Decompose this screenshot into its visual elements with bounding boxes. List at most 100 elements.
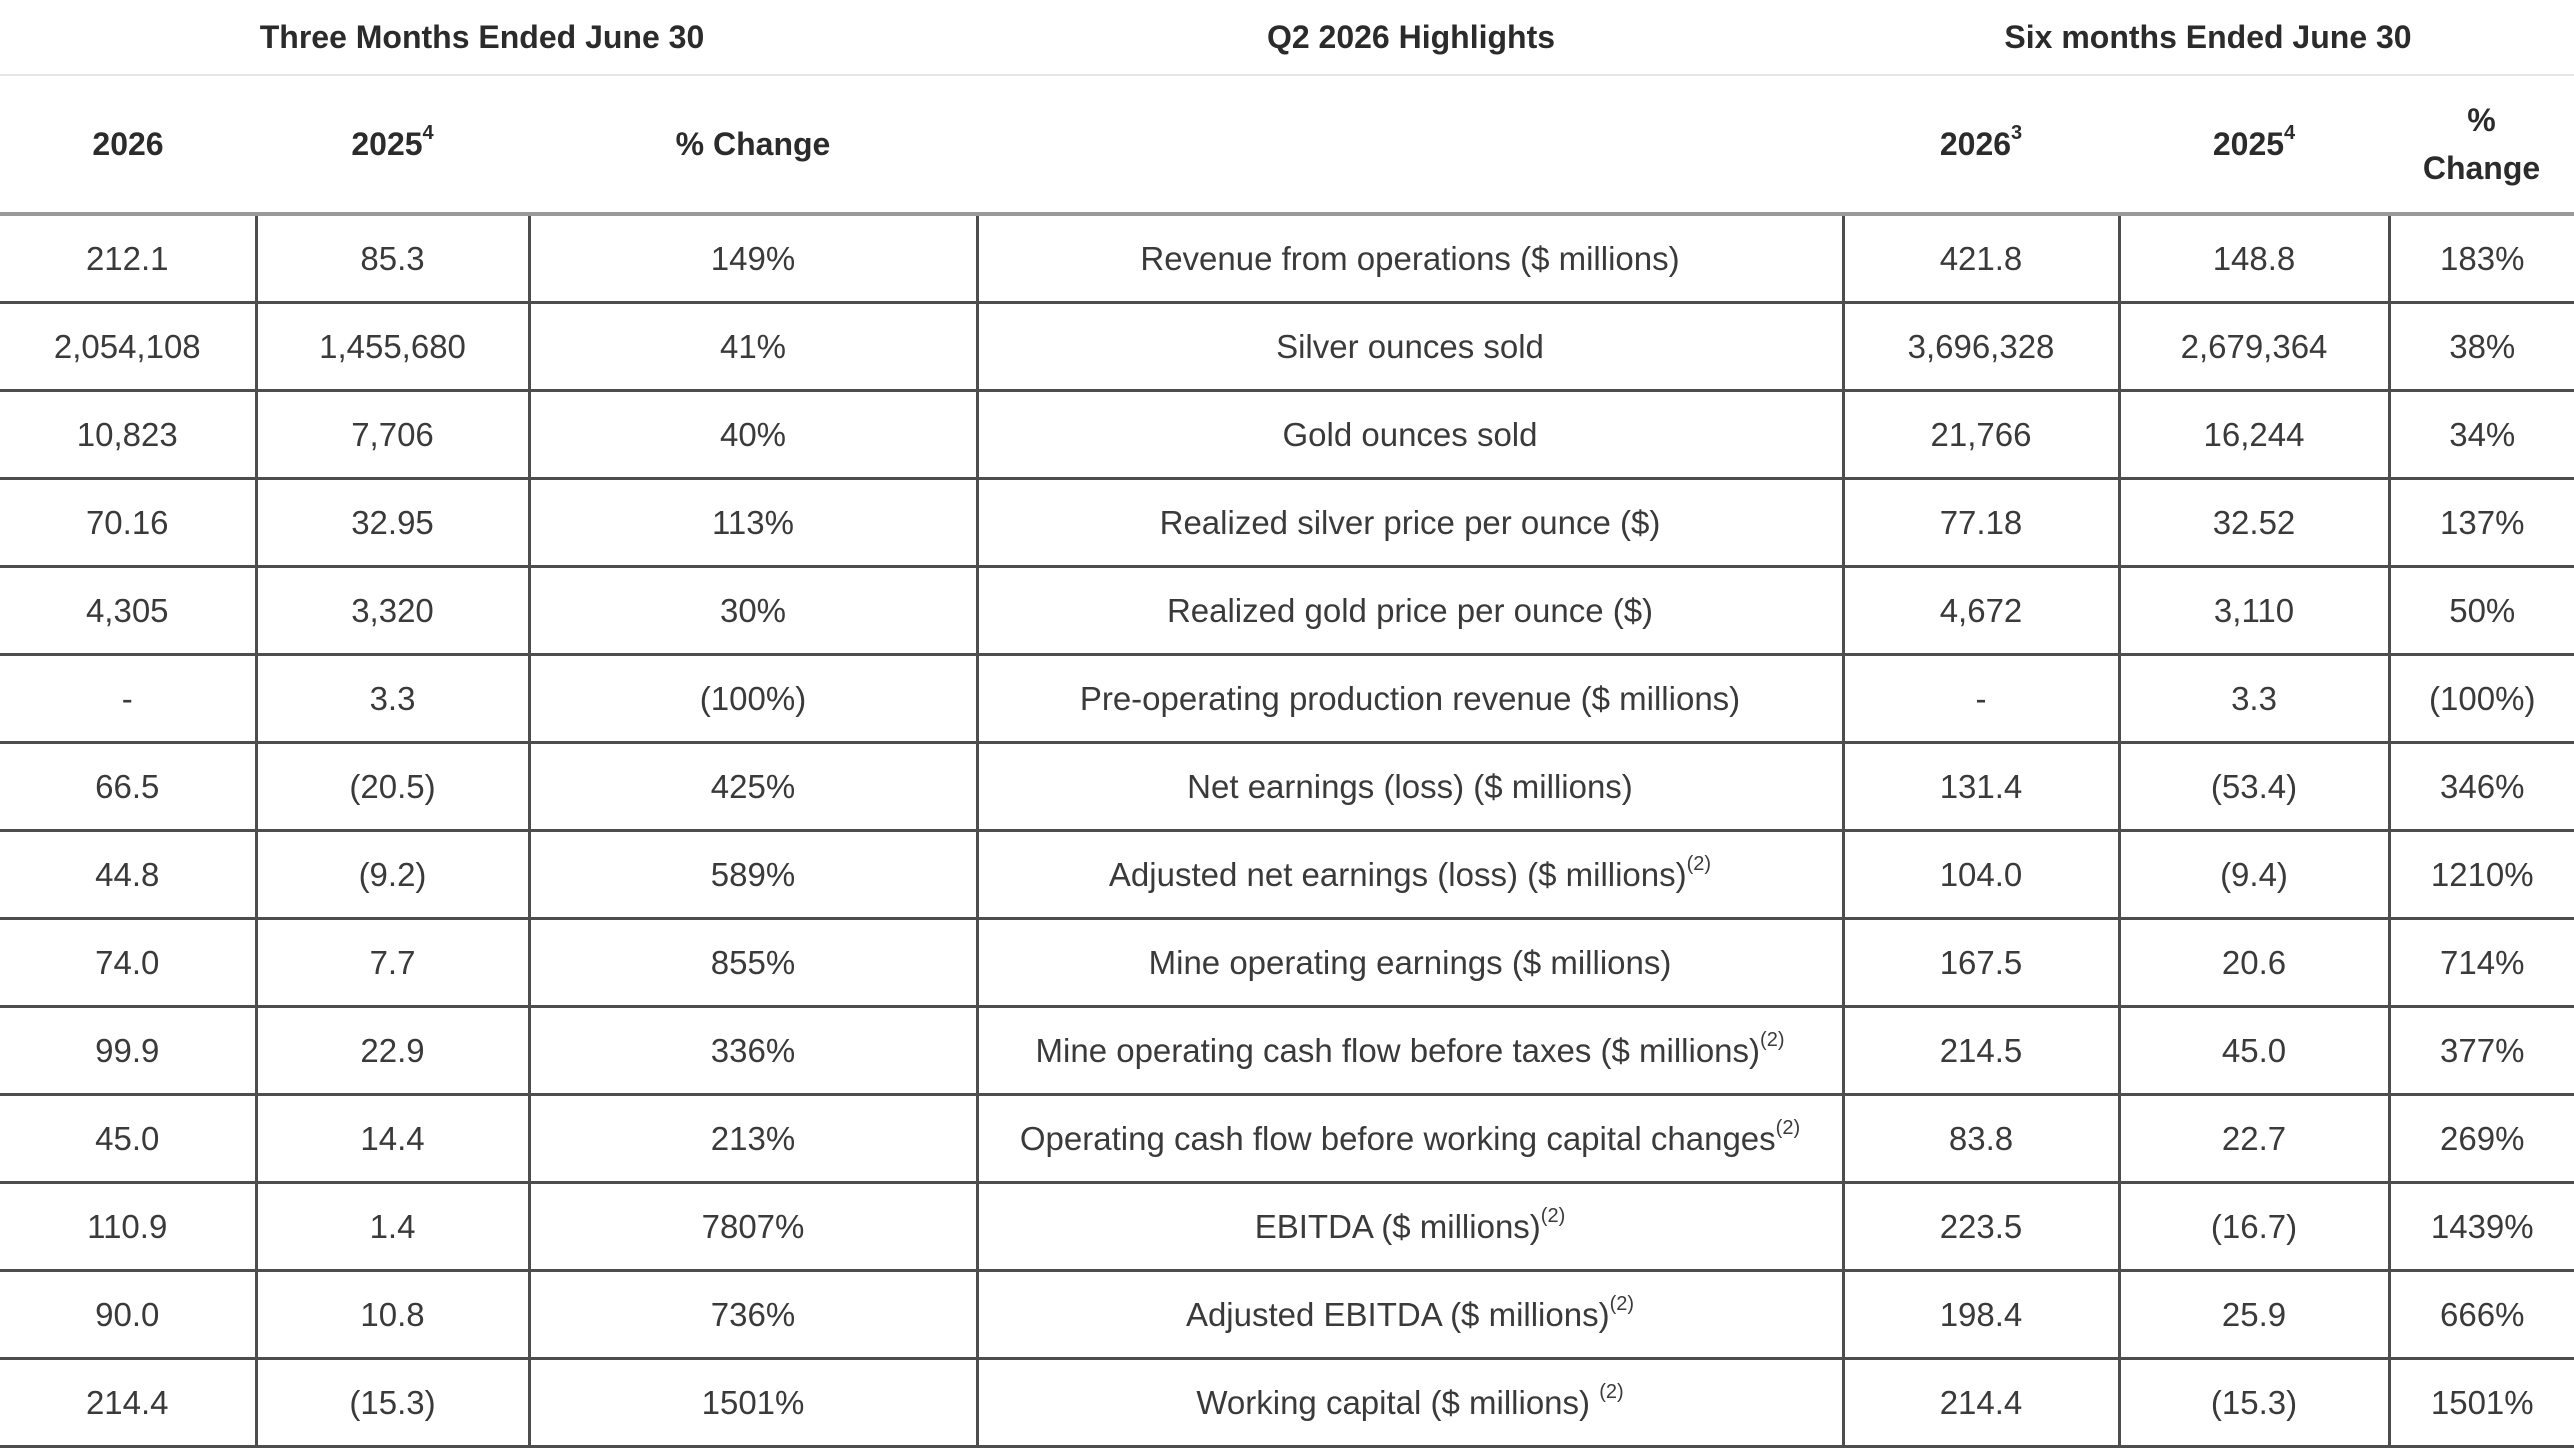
cell-h-2026: 104.0 bbox=[1841, 830, 2119, 920]
cell-q-2026: 2,054,108 bbox=[0, 302, 256, 392]
footnote-marker: (2) bbox=[1599, 1380, 1624, 1403]
cell-metric: Pre-operating production revenue ($ mill… bbox=[975, 654, 1843, 744]
cell-h-2025: 3.3 bbox=[2117, 654, 2389, 744]
cell-q-2025: (15.3) bbox=[254, 1358, 529, 1448]
cell-q-2026: 44.8 bbox=[0, 830, 256, 920]
cell-h-2026: 77.18 bbox=[1841, 478, 2119, 568]
cell-metric: Silver ounces sold bbox=[975, 302, 1843, 392]
cell-h-2025: (53.4) bbox=[2117, 742, 2389, 832]
cell-q-2025: (9.2) bbox=[254, 830, 529, 920]
cell-h-change: 38% bbox=[2387, 302, 2574, 392]
cell-metric: EBITDA ($ millions)(2) bbox=[975, 1182, 1843, 1272]
cell-h-2026: 421.8 bbox=[1841, 214, 2119, 304]
cell-h-2026: 131.4 bbox=[1841, 742, 2119, 832]
cell-q-change: 113% bbox=[527, 478, 977, 568]
table-row: 4,305 3,320 30% Realized gold price per oun… bbox=[0, 566, 2574, 656]
cell-q-change: 30% bbox=[527, 566, 977, 656]
cell-metric: Gold ounces sold bbox=[975, 390, 1843, 480]
highlights-group-title: Q2 2026 Highlights bbox=[1266, 19, 1556, 55]
cell-q-change: 41% bbox=[527, 302, 977, 392]
cell-q-change: 213% bbox=[527, 1094, 977, 1184]
cell-q-change: 736% bbox=[527, 1270, 977, 1360]
cell-q-2025: 1,455,680 bbox=[254, 302, 529, 392]
cell-h-2026: 198.4 bbox=[1841, 1270, 2119, 1360]
highlights-table: 2026 20254 % Change 20263 20254 % Change … bbox=[0, 76, 2574, 1448]
cell-h-2026: 167.5 bbox=[1841, 918, 2119, 1008]
cell-q-change: 149% bbox=[527, 214, 977, 304]
cell-metric: Adjusted EBITDA ($ millions)(2) bbox=[975, 1270, 1843, 1360]
col-header-q-2025: 20254 bbox=[256, 76, 529, 216]
cell-h-change: 377% bbox=[2387, 1006, 2574, 1096]
cell-metric: Net earnings (loss) ($ millions) bbox=[975, 742, 1843, 832]
cell-q-2026: 74.0 bbox=[0, 918, 256, 1008]
table-row: 45.0 14.4 213% Operating cash flow before w… bbox=[0, 1094, 2574, 1184]
cell-q-2026: 212.1 bbox=[0, 214, 256, 304]
cell-h-2026: 21,766 bbox=[1841, 390, 2119, 480]
cell-h-2026: 4,672 bbox=[1841, 566, 2119, 656]
cell-q-2025: 3.3 bbox=[254, 654, 529, 744]
cell-h-2026: 83.8 bbox=[1841, 1094, 2119, 1184]
cell-q-2026: 90.0 bbox=[0, 1270, 256, 1360]
cell-metric: Mine operating cash flow before taxes ($… bbox=[975, 1006, 1843, 1096]
cell-h-2025: 22.7 bbox=[2117, 1094, 2389, 1184]
cell-q-2026: 110.9 bbox=[0, 1182, 256, 1272]
cell-q-2026: 214.4 bbox=[0, 1358, 256, 1448]
cell-q-2025: 3,320 bbox=[254, 566, 529, 656]
cell-q-2025: 1.4 bbox=[254, 1182, 529, 1272]
cell-q-2026: 4,305 bbox=[0, 566, 256, 656]
table-row: 74.0 7.7 855% Mine operating earnings ($ mi… bbox=[0, 918, 2574, 1008]
cell-h-change: (100%) bbox=[2387, 654, 2574, 744]
footnote-marker: (2) bbox=[1540, 1204, 1566, 1227]
col-header-metric bbox=[977, 76, 1843, 216]
cell-h-2025: 20.6 bbox=[2117, 918, 2389, 1008]
cell-h-2025: (9.4) bbox=[2117, 830, 2389, 920]
table-row: 90.0 10.8 736% Adjusted EBITDA ($ millions)… bbox=[0, 1270, 2574, 1360]
cell-q-change: (100%) bbox=[527, 654, 977, 744]
table-row: 10,823 7,706 40% Gold ounces sold 21,766 16,2… bbox=[0, 390, 2574, 480]
col-header-h-change: % Change bbox=[2389, 76, 2574, 216]
cell-q-change: 855% bbox=[527, 918, 977, 1008]
cell-q-2026: 45.0 bbox=[0, 1094, 256, 1184]
column-header-row: 2026 20254 % Change 20263 20254 % Change bbox=[0, 76, 2574, 216]
cell-metric: Operating cash flow before working capit… bbox=[975, 1094, 1843, 1184]
cell-q-2025: (20.5) bbox=[254, 742, 529, 832]
cell-metric: Adjusted net earnings (loss) ($ millions… bbox=[975, 830, 1843, 920]
cell-metric: Realized gold price per ounce ($) bbox=[975, 566, 1843, 656]
cell-h-change: 714% bbox=[2387, 918, 2574, 1008]
footnote-marker: (2) bbox=[1760, 1028, 1785, 1051]
cell-h-2025: 32.52 bbox=[2117, 478, 2389, 568]
cell-metric: Revenue from operations ($ millions) bbox=[975, 214, 1843, 304]
cell-h-change: 50% bbox=[2387, 566, 2574, 656]
cell-h-change: 1210% bbox=[2387, 830, 2574, 920]
cell-h-2025: 45.0 bbox=[2117, 1006, 2389, 1096]
cell-h-change: 183% bbox=[2387, 214, 2574, 304]
cell-q-change: 7807% bbox=[527, 1182, 977, 1272]
table-row: 99.9 22.9 336% Mine operating cash flow bef… bbox=[0, 1006, 2574, 1096]
three-months-group-title: Three Months Ended June 30 bbox=[259, 19, 705, 55]
cell-h-2026: 214.4 bbox=[1841, 1358, 2119, 1448]
cell-h-change: 34% bbox=[2387, 390, 2574, 480]
cell-h-change: 1439% bbox=[2387, 1182, 2574, 1272]
cell-q-2025: 85.3 bbox=[254, 214, 529, 304]
cell-h-2026: 214.5 bbox=[1841, 1006, 2119, 1096]
cell-h-2026: 223.5 bbox=[1841, 1182, 2119, 1272]
cell-h-2025: 2,679,364 bbox=[2117, 302, 2389, 392]
cell-h-2025: 3,110 bbox=[2117, 566, 2389, 656]
cell-q-2026: 66.5 bbox=[0, 742, 256, 832]
cell-q-2026: 10,823 bbox=[0, 390, 256, 480]
table-row: 44.8 (9.2) 589% Adjusted net earnings (loss… bbox=[0, 830, 2574, 920]
table-row: 110.9 1.4 7807% EBITDA ($ millions)(2) 223.5… bbox=[0, 1182, 2574, 1272]
cell-h-2025: 16,244 bbox=[2117, 390, 2389, 480]
table-row: 2,054,108 1,455,680 41% Silver ounces sold 3… bbox=[0, 302, 2574, 392]
cell-q-change: 40% bbox=[527, 390, 977, 480]
six-months-group-title: Six months Ended June 30 bbox=[2004, 19, 2412, 55]
table-row: 212.1 85.3 149% Revenue from operations ($ … bbox=[0, 214, 2574, 304]
cell-h-2025: 148.8 bbox=[2117, 214, 2389, 304]
cell-metric: Mine operating earnings ($ millions) bbox=[975, 918, 1843, 1008]
cell-h-change: 137% bbox=[2387, 478, 2574, 568]
table-row: 214.4 (15.3) 1501% Working capital ($ milli… bbox=[0, 1358, 2574, 1448]
cell-q-2025: 7,706 bbox=[254, 390, 529, 480]
cell-h-2025: (15.3) bbox=[2117, 1358, 2389, 1448]
col-header-h-2026: 20263 bbox=[1843, 76, 2119, 216]
cell-q-change: 1501% bbox=[527, 1358, 977, 1448]
